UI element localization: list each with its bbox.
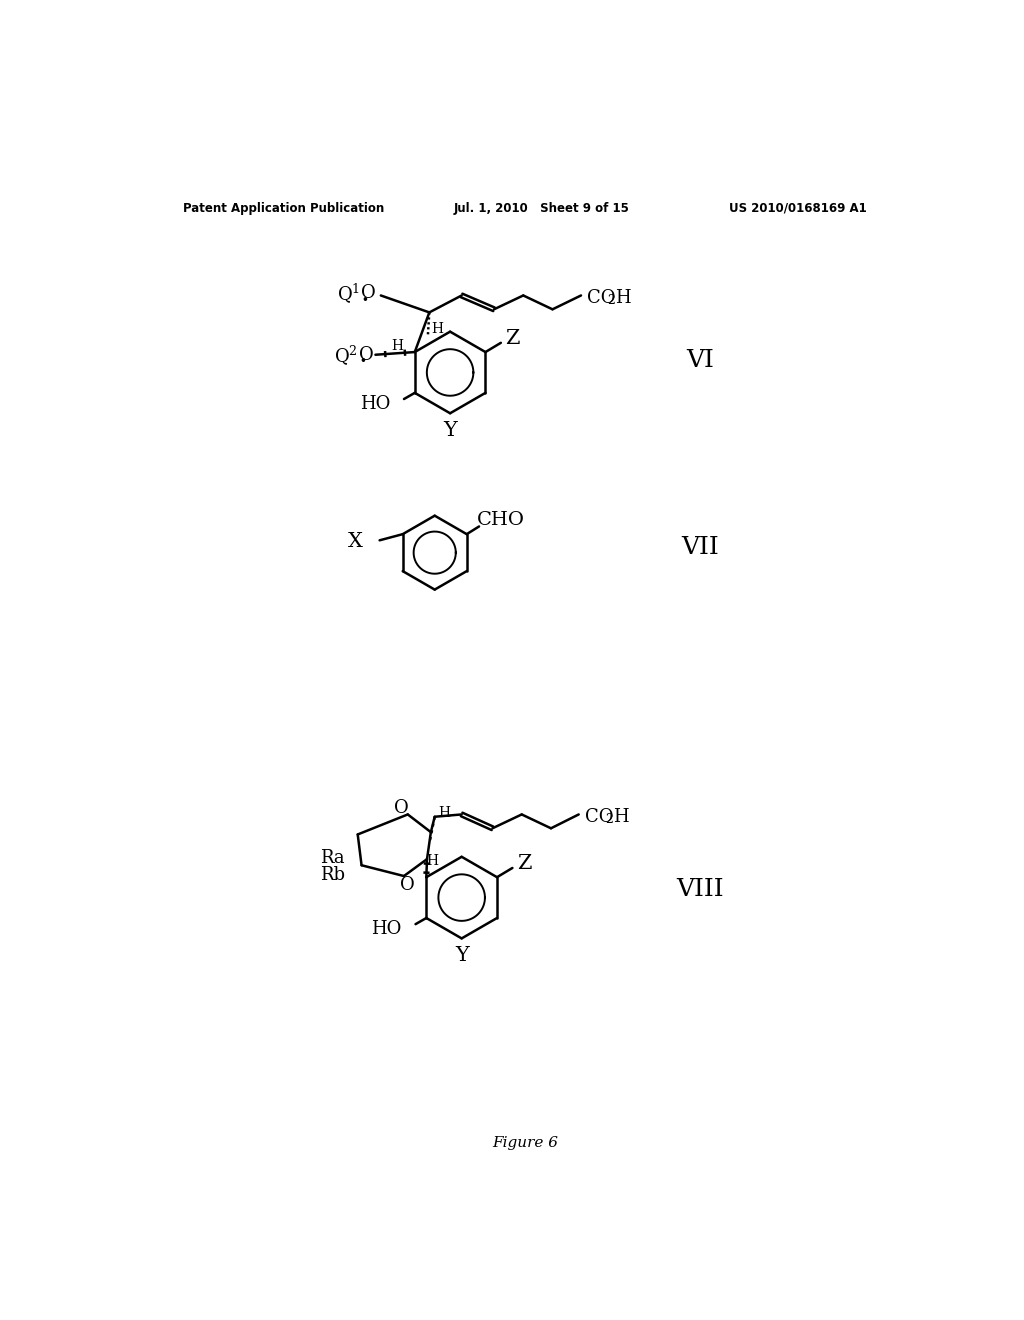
- Text: X: X: [348, 532, 362, 552]
- Text: .: .: [360, 280, 370, 306]
- Text: Rb: Rb: [319, 866, 345, 883]
- Text: H: H: [438, 807, 451, 820]
- Text: Y: Y: [443, 421, 457, 440]
- Text: H: H: [426, 854, 438, 869]
- Text: Ra: Ra: [319, 849, 345, 866]
- Text: O: O: [400, 876, 415, 894]
- Text: HO: HO: [359, 395, 390, 413]
- Text: O: O: [394, 800, 409, 817]
- Text: $\mathregular{Q^2}$: $\mathregular{Q^2}$: [334, 343, 357, 367]
- Text: Jul. 1, 2010   Sheet 9 of 15: Jul. 1, 2010 Sheet 9 of 15: [454, 202, 630, 215]
- Text: US 2010/0168169 A1: US 2010/0168169 A1: [729, 202, 866, 215]
- Text: Figure 6: Figure 6: [492, 1137, 558, 1150]
- Text: VIII: VIII: [677, 878, 724, 902]
- Text: Y: Y: [455, 946, 469, 965]
- Text: O: O: [358, 346, 374, 364]
- Text: Z: Z: [517, 854, 531, 873]
- Text: CO: CO: [587, 289, 615, 306]
- Text: H: H: [391, 338, 403, 352]
- Text: H: H: [612, 808, 628, 826]
- Text: H: H: [614, 289, 631, 306]
- Text: 2: 2: [605, 813, 612, 826]
- Text: VI: VI: [686, 348, 715, 372]
- Text: H: H: [431, 322, 443, 337]
- Text: Patent Application Publication: Patent Application Publication: [183, 202, 384, 215]
- Text: $\mathregular{Q^1}$: $\mathregular{Q^1}$: [337, 281, 360, 305]
- Text: Z: Z: [505, 329, 519, 347]
- Text: 2: 2: [607, 294, 615, 308]
- Text: CO: CO: [585, 808, 613, 826]
- Text: .: .: [358, 342, 368, 368]
- Text: CHO: CHO: [476, 511, 524, 529]
- Text: VII: VII: [682, 536, 719, 558]
- Text: O: O: [361, 284, 376, 302]
- Text: HO: HO: [372, 920, 401, 937]
